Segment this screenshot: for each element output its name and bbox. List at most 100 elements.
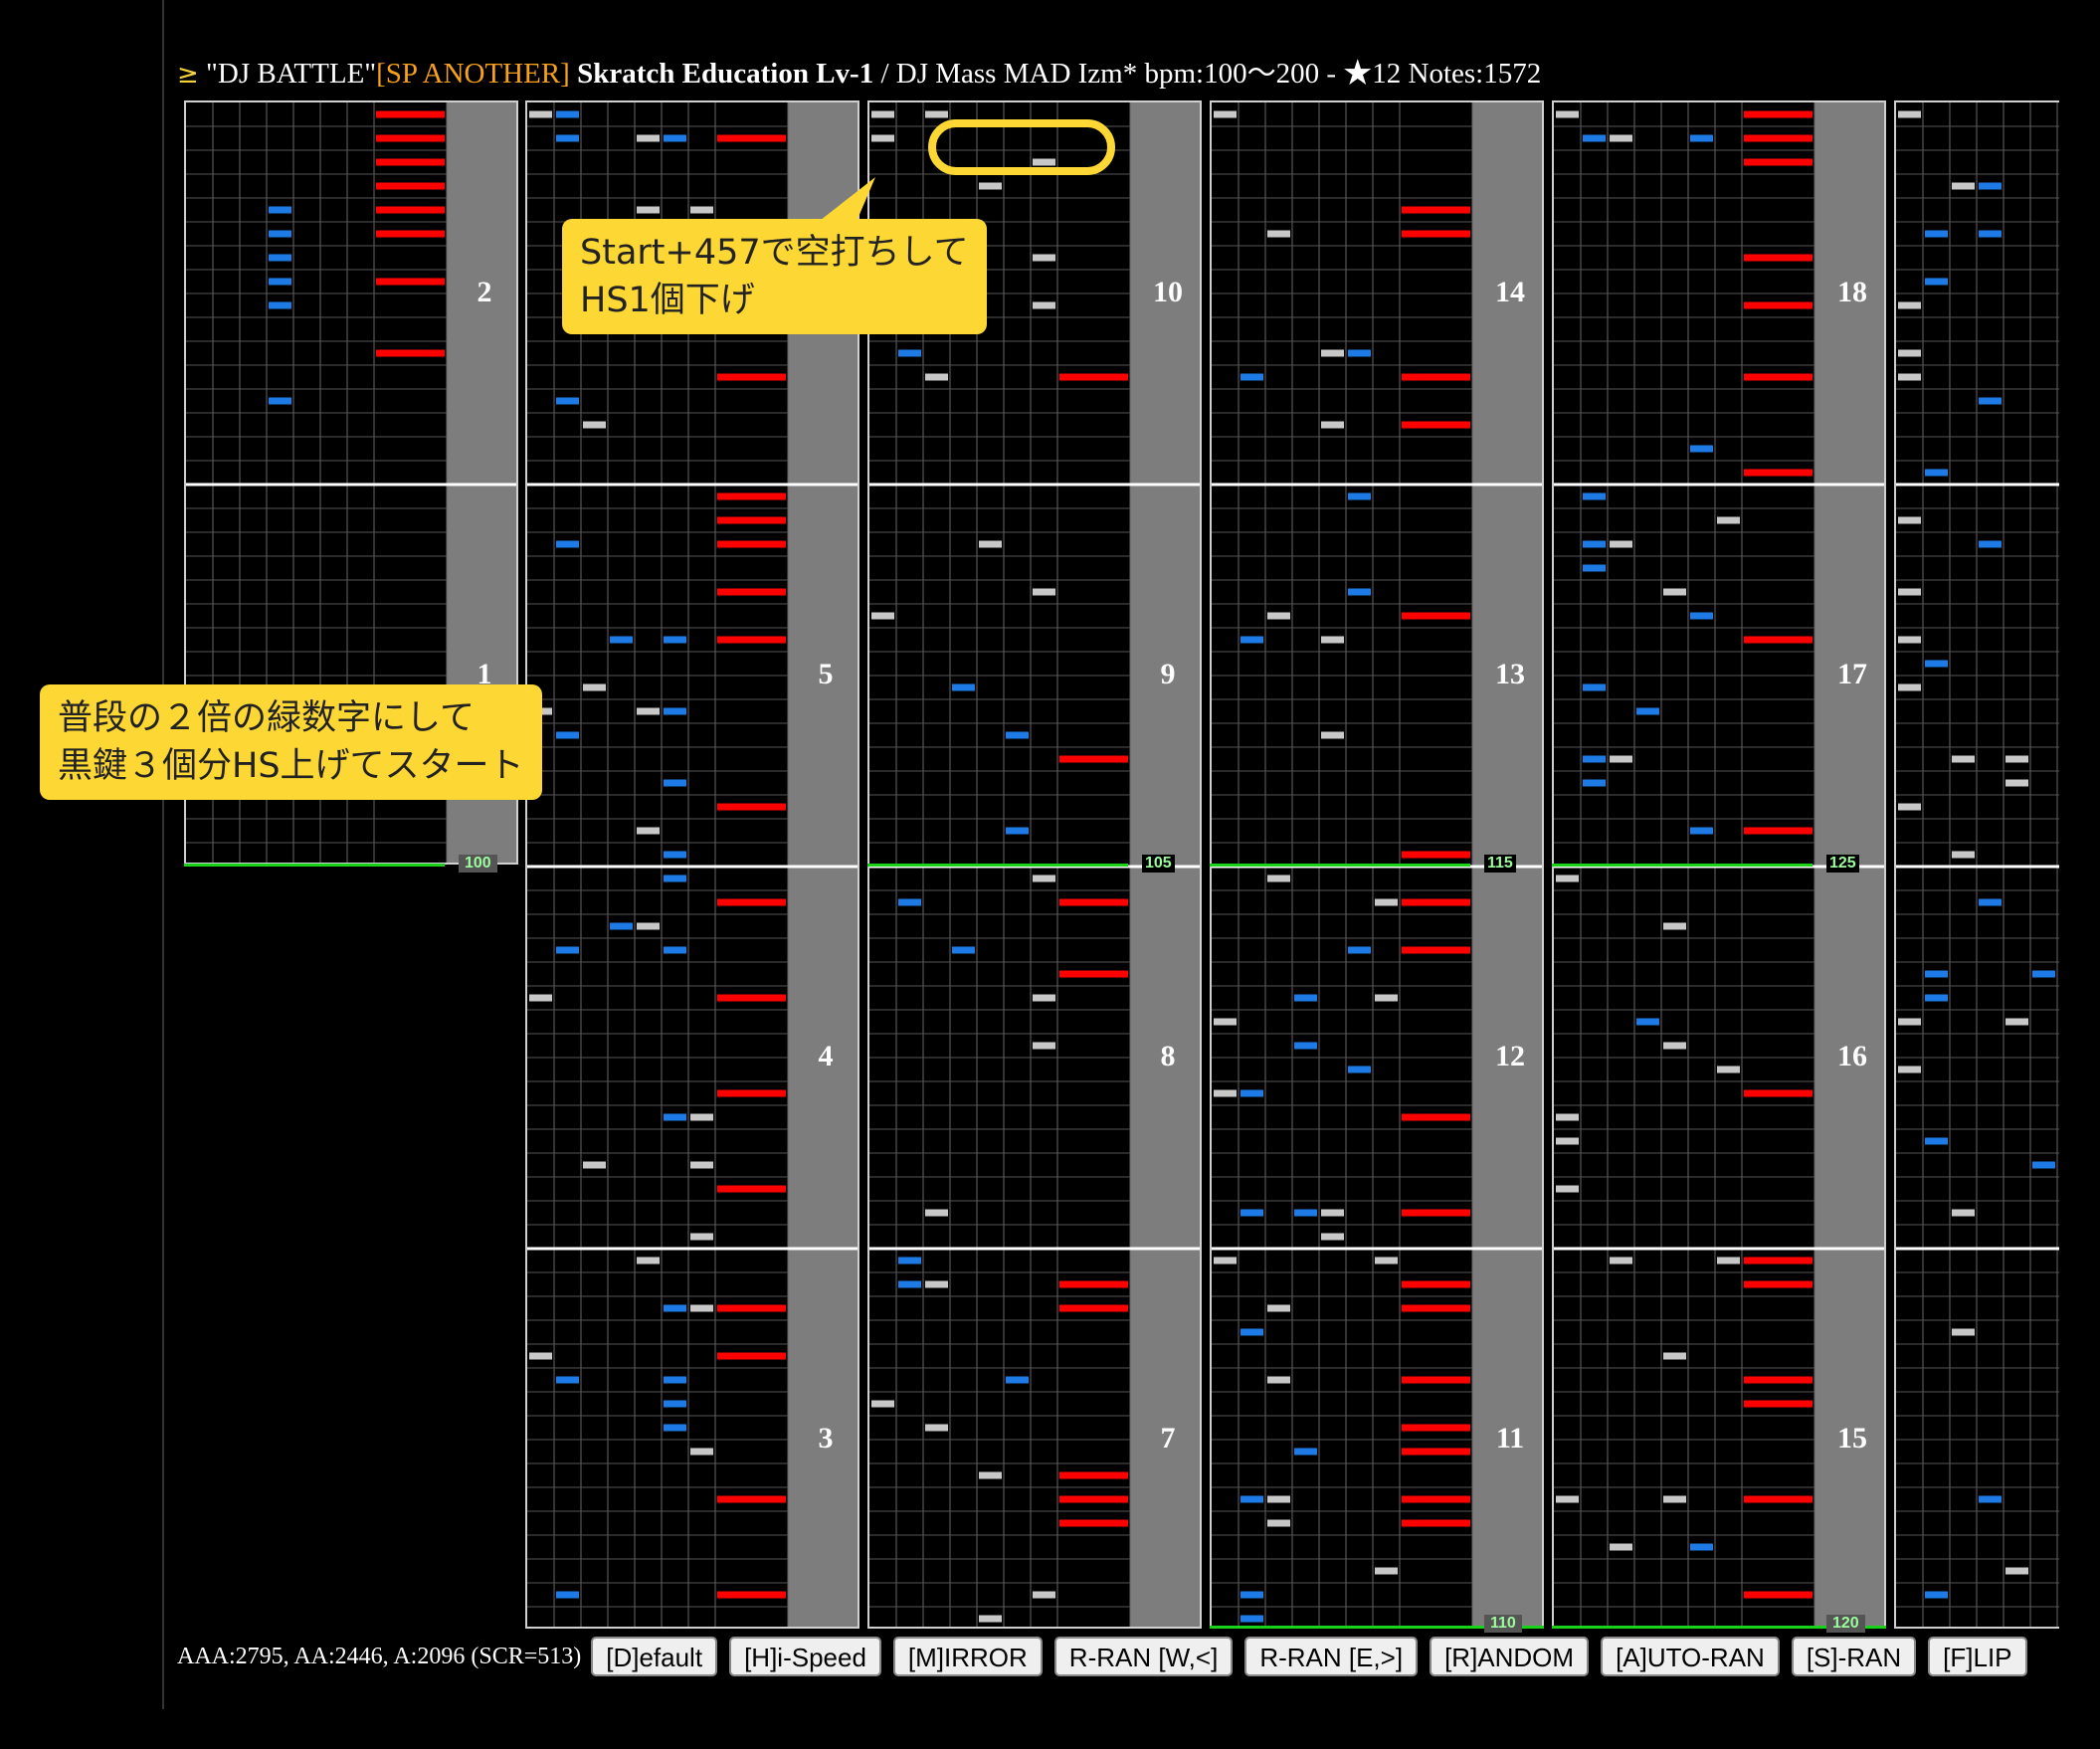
blue-key-note: [269, 397, 291, 405]
white-key-note: [1952, 182, 1975, 190]
white-key-note: [1556, 1185, 1579, 1193]
white-key-note: [979, 1471, 1002, 1479]
blue-key-note: [898, 898, 921, 906]
scratch-note: [376, 134, 445, 142]
blue-key-note: [1241, 1089, 1263, 1097]
auto-ran-button[interactable]: [A]UTO-RAN: [1601, 1637, 1780, 1676]
scratch-note: [1744, 827, 1813, 835]
white-key-note: [1898, 636, 1921, 644]
blue-key-note: [664, 851, 686, 859]
white-key-note: [871, 1400, 894, 1408]
white-key-note: [1267, 1376, 1290, 1384]
blue-key-note: [664, 946, 686, 954]
random-button[interactable]: [R]ANDOM: [1430, 1637, 1590, 1676]
white-key-note: [1033, 158, 1055, 166]
blue-key-note: [1583, 755, 1606, 763]
blue-key-note: [1979, 898, 2002, 906]
measure-number: 9: [1160, 658, 1176, 690]
white-key-note: [1033, 874, 1055, 882]
white-key-note: [1898, 1066, 1921, 1073]
white-key-note: [1717, 516, 1740, 524]
white-key-note: [1610, 755, 1632, 763]
white-key-note: [979, 182, 1002, 190]
blue-key-note: [1636, 1018, 1659, 1026]
scratch-note: [1744, 1257, 1813, 1264]
white-key-note: [1898, 349, 1921, 357]
bpm-change-line: [1210, 1626, 1544, 1629]
bpm-label: 115: [1484, 855, 1516, 873]
white-key-note: [1663, 1495, 1686, 1503]
r-ran-left-button[interactable]: R-RAN [W,<]: [1053, 1637, 1234, 1676]
mirror-button[interactable]: [M]IRROR: [892, 1637, 1043, 1676]
measure-number: 1: [477, 658, 492, 690]
scratch-note: [1059, 1471, 1128, 1479]
lane-grid: [527, 102, 858, 1627]
score-thresholds: AAA:2795, AA:2446, A:2096 (SCR=513): [177, 1643, 582, 1669]
title-text: "DJ BATTLE": [206, 58, 377, 90]
white-key-note: [690, 1304, 713, 1312]
measure-number: 3: [818, 1422, 834, 1455]
blue-key-note: [1006, 1376, 1029, 1384]
white-key-note: [529, 110, 552, 118]
scratch-note: [1744, 1591, 1813, 1599]
measure-number: 15: [1837, 1422, 1867, 1455]
white-key-note: [1033, 588, 1055, 596]
blue-key-note: [1348, 492, 1371, 500]
default-button[interactable]: [D]efault: [591, 1637, 718, 1676]
blue-key-note: [269, 254, 291, 262]
blue-key-note: [1241, 1495, 1263, 1503]
white-key-note: [1033, 1591, 1055, 1599]
white-key-note: [1952, 1209, 1975, 1217]
highlight-ring: [928, 119, 1115, 175]
blue-key-note: [556, 110, 579, 118]
scratch-note: [1402, 1304, 1470, 1312]
white-key-note: [1267, 1519, 1290, 1527]
white-key-note: [925, 1280, 948, 1288]
white-key-note: [583, 683, 606, 691]
white-key-note: [1321, 636, 1344, 644]
scratch-note: [376, 206, 445, 214]
chart-column: [1894, 100, 2059, 1629]
white-key-note: [1267, 1304, 1290, 1312]
white-key-note: [529, 994, 552, 1002]
scratch-note: [717, 134, 786, 142]
white-key-note: [1214, 1089, 1237, 1097]
scratch-note: [376, 110, 445, 118]
white-key-note: [583, 1161, 606, 1169]
measure-number: 2: [477, 276, 492, 308]
blue-key-note: [664, 1424, 686, 1432]
white-key-note: [1717, 1066, 1740, 1073]
blue-key-note: [1241, 1615, 1263, 1623]
white-key-note: [637, 1257, 660, 1264]
scratch-note: [717, 516, 786, 524]
blue-key-note: [1583, 564, 1606, 572]
blue-key-note: [664, 1113, 686, 1121]
expand-arrow-icon[interactable]: ≥: [177, 60, 199, 90]
blue-key-note: [1925, 1591, 1948, 1599]
s-ran-button[interactable]: [S]-RAN: [1791, 1637, 1917, 1676]
scratch-note: [1744, 1376, 1813, 1384]
scratch-note: [1402, 946, 1470, 954]
blue-key-note: [1979, 540, 2002, 548]
blue-key-note: [269, 301, 291, 309]
measure-number: 14: [1495, 276, 1525, 308]
scratch-note: [1402, 206, 1470, 214]
white-key-note: [1321, 731, 1344, 739]
measure-number: 7: [1160, 1422, 1176, 1455]
hi-speed-button[interactable]: [H]i-Speed: [729, 1637, 881, 1676]
white-key-note: [1898, 683, 1921, 691]
scratch-note: [376, 349, 445, 357]
scratch-note: [1744, 1089, 1813, 1097]
blue-key-note: [1925, 970, 1948, 978]
white-key-note: [637, 707, 660, 715]
blue-key-note: [2032, 1161, 2055, 1169]
blue-key-note: [1925, 230, 1948, 238]
flip-button[interactable]: [F]LIP: [1928, 1637, 2027, 1676]
blue-key-note: [1583, 492, 1606, 500]
white-key-note: [637, 206, 660, 214]
white-key-note: [1610, 1257, 1632, 1264]
blue-key-note: [1690, 612, 1713, 620]
white-key-note: [1663, 922, 1686, 930]
r-ran-right-button[interactable]: R-RAN [E,>]: [1244, 1637, 1419, 1676]
blue-key-note: [1348, 946, 1371, 954]
